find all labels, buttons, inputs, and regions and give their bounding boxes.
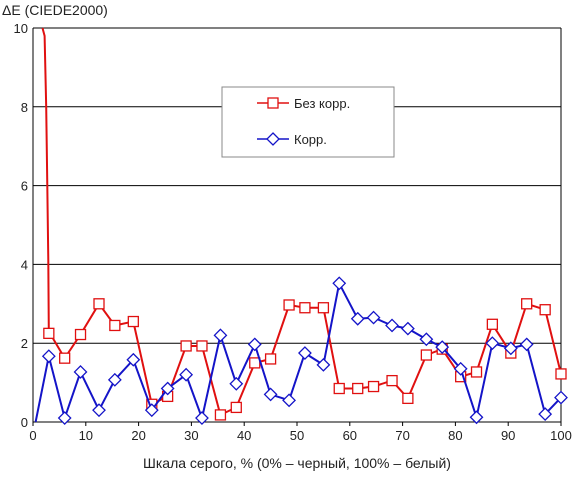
data-point-corrected bbox=[144, 403, 159, 418]
legend-marker-uncorrected bbox=[267, 97, 279, 109]
data-point-uncorrected bbox=[317, 302, 330, 314]
data-point-corrected bbox=[247, 337, 262, 352]
data-point-corrected bbox=[400, 321, 415, 336]
data-point-corrected bbox=[538, 407, 553, 422]
data-point-corrected bbox=[126, 352, 141, 367]
series-uncorrected bbox=[41, 27, 567, 421]
data-point-corrected bbox=[519, 337, 534, 352]
data-point-uncorrected bbox=[402, 392, 414, 405]
data-point-uncorrected bbox=[367, 380, 380, 393]
data-point-uncorrected bbox=[196, 340, 208, 352]
data-point-uncorrected bbox=[555, 368, 567, 380]
data-point-corrected bbox=[385, 318, 399, 333]
data-point-corrected bbox=[435, 340, 450, 355]
y-tick-label: 4 bbox=[21, 257, 28, 272]
legend-label-uncorrected: Без корр. bbox=[294, 96, 350, 111]
data-point-uncorrected bbox=[352, 382, 364, 395]
data-point-corrected bbox=[419, 332, 434, 347]
x-tick-label: 20 bbox=[131, 428, 145, 443]
data-point-uncorrected bbox=[59, 352, 71, 364]
data-point-uncorrected bbox=[283, 299, 295, 311]
data-point-uncorrected bbox=[127, 315, 139, 328]
data-point-corrected bbox=[332, 276, 347, 291]
data-point-uncorrected bbox=[43, 327, 55, 340]
data-point-corrected bbox=[41, 349, 56, 364]
data-point-corrected bbox=[73, 365, 88, 379]
data-point-corrected bbox=[195, 411, 209, 425]
x-tick-label: 40 bbox=[237, 428, 251, 443]
y-tick-label: 2 bbox=[21, 336, 28, 351]
x-tick-label: 30 bbox=[184, 428, 198, 443]
legend-marker-corrected bbox=[266, 132, 280, 146]
data-point-uncorrected bbox=[386, 374, 398, 387]
data-point-uncorrected bbox=[539, 304, 551, 316]
data-point-uncorrected bbox=[93, 298, 105, 310]
data-point-corrected bbox=[179, 367, 194, 382]
x-tick-label: 10 bbox=[79, 428, 93, 443]
legend-label-corrected: Корр. bbox=[294, 132, 327, 147]
data-point-uncorrected bbox=[109, 319, 121, 332]
data-point-uncorrected bbox=[470, 366, 483, 378]
x-tick-label: 70 bbox=[395, 428, 409, 443]
data-point-corrected bbox=[213, 328, 228, 343]
y-tick-label: 8 bbox=[21, 100, 28, 115]
x-tick-label: 0 bbox=[29, 428, 36, 443]
data-point-corrected bbox=[107, 372, 122, 387]
data-point-uncorrected bbox=[180, 340, 192, 352]
y-tick-label: 10 bbox=[14, 21, 28, 36]
data-point-uncorrected bbox=[264, 353, 277, 365]
data-point-uncorrected bbox=[521, 298, 533, 310]
x-tick-label: 90 bbox=[501, 428, 515, 443]
data-point-corrected bbox=[350, 311, 365, 326]
data-point-corrected bbox=[316, 357, 331, 372]
x-tick-label: 60 bbox=[343, 428, 357, 443]
y-tick-label: 6 bbox=[21, 179, 28, 194]
data-point-corrected bbox=[503, 341, 518, 356]
x-tick-label: 50 bbox=[290, 428, 304, 443]
legend: Без корр. Корр. bbox=[221, 86, 395, 158]
data-point-corrected bbox=[57, 411, 72, 425]
series-corrected bbox=[34, 276, 568, 425]
data-point-uncorrected bbox=[486, 318, 499, 330]
x-axis-title: Шкала серого, % (0% – черный, 100% – бел… bbox=[143, 455, 451, 471]
series-group bbox=[34, 27, 568, 425]
data-point-corrected bbox=[554, 390, 568, 405]
data-point-corrected bbox=[485, 336, 500, 351]
data-point-corrected bbox=[366, 310, 381, 325]
data-point-uncorrected bbox=[420, 349, 433, 361]
data-point-corrected bbox=[298, 346, 312, 360]
data-point-corrected bbox=[160, 381, 175, 396]
data-point-corrected bbox=[469, 410, 484, 425]
data-point-uncorrected bbox=[214, 409, 227, 421]
data-point-corrected bbox=[92, 403, 106, 418]
data-point-uncorrected bbox=[74, 328, 87, 341]
data-point-uncorrected bbox=[249, 357, 261, 369]
data-point-corrected bbox=[282, 393, 296, 408]
y-axis-title: ΔE (CIEDE2000) bbox=[2, 2, 108, 18]
data-point-uncorrected bbox=[230, 401, 242, 414]
y-tick-label: 0 bbox=[21, 415, 28, 430]
data-point-uncorrected bbox=[333, 382, 345, 395]
x-tick-label: 80 bbox=[448, 428, 462, 443]
data-point-corrected bbox=[453, 361, 468, 376]
legend-box bbox=[221, 86, 395, 158]
x-tick-label: 100 bbox=[550, 428, 572, 443]
data-point-uncorrected bbox=[299, 302, 311, 314]
data-point-corrected bbox=[263, 387, 278, 402]
data-point-corrected bbox=[229, 376, 244, 391]
